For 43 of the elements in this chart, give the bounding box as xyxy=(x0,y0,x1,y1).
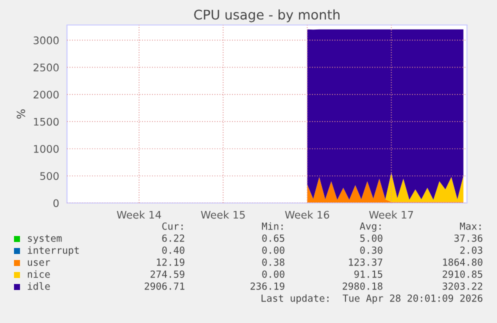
text: 12.19 xyxy=(156,258,184,266)
y-axis-title: % xyxy=(16,109,26,119)
text: 2.03 xyxy=(460,246,482,254)
y-tick-label: 2500 xyxy=(34,64,59,72)
text: 91.15 xyxy=(354,270,382,278)
text: 274.59 xyxy=(150,270,184,278)
y-tick-label: 3000 xyxy=(34,36,59,44)
text: 236.19 xyxy=(250,282,284,290)
text: 0.38 xyxy=(262,258,284,266)
x-tick-label: Week 14 xyxy=(116,210,162,219)
chart-title: CPU usage - by month xyxy=(194,9,340,22)
text: 0.40 xyxy=(162,246,184,254)
y-tick-label: 1000 xyxy=(34,144,59,153)
text: 123.37 xyxy=(349,258,382,266)
legend-label: system xyxy=(28,234,62,244)
text: Cur: xyxy=(162,222,183,230)
text: 0.00 xyxy=(262,246,284,254)
text: 6.22 xyxy=(162,234,184,242)
text: 1864.80 xyxy=(443,258,482,266)
text: 0.30 xyxy=(360,246,382,254)
text: 2906.71 xyxy=(144,282,184,290)
text: 5.00 xyxy=(360,234,382,242)
text: 3203.22 xyxy=(442,282,482,290)
text: Avg: xyxy=(360,222,381,232)
legend-label: idle xyxy=(28,282,50,290)
x-tick-label: Week 15 xyxy=(200,210,245,219)
y-tick-label: 0 xyxy=(53,199,59,208)
text: 0.00 xyxy=(262,270,284,278)
text: 2980.18 xyxy=(342,282,382,290)
text: 37.36 xyxy=(454,234,482,242)
y-tick-label: 1500 xyxy=(34,118,59,126)
text: Min: xyxy=(262,222,283,230)
text: Last update: Tue Apr 28 20:01:09 2026 xyxy=(262,294,482,304)
x-tick-label: Week 17 xyxy=(369,210,413,219)
text: Max: xyxy=(460,222,481,230)
legend-label: interrupt xyxy=(28,246,79,256)
y-tick-label: 2000 xyxy=(34,90,59,99)
legend-label: user xyxy=(28,260,50,266)
x-tick-label: Week 16 xyxy=(285,210,330,219)
text: 0.65 xyxy=(262,234,284,242)
y-tick-label: 500 xyxy=(40,172,59,180)
legend-label: nice xyxy=(28,270,50,278)
text: 2910.85 xyxy=(442,270,482,278)
